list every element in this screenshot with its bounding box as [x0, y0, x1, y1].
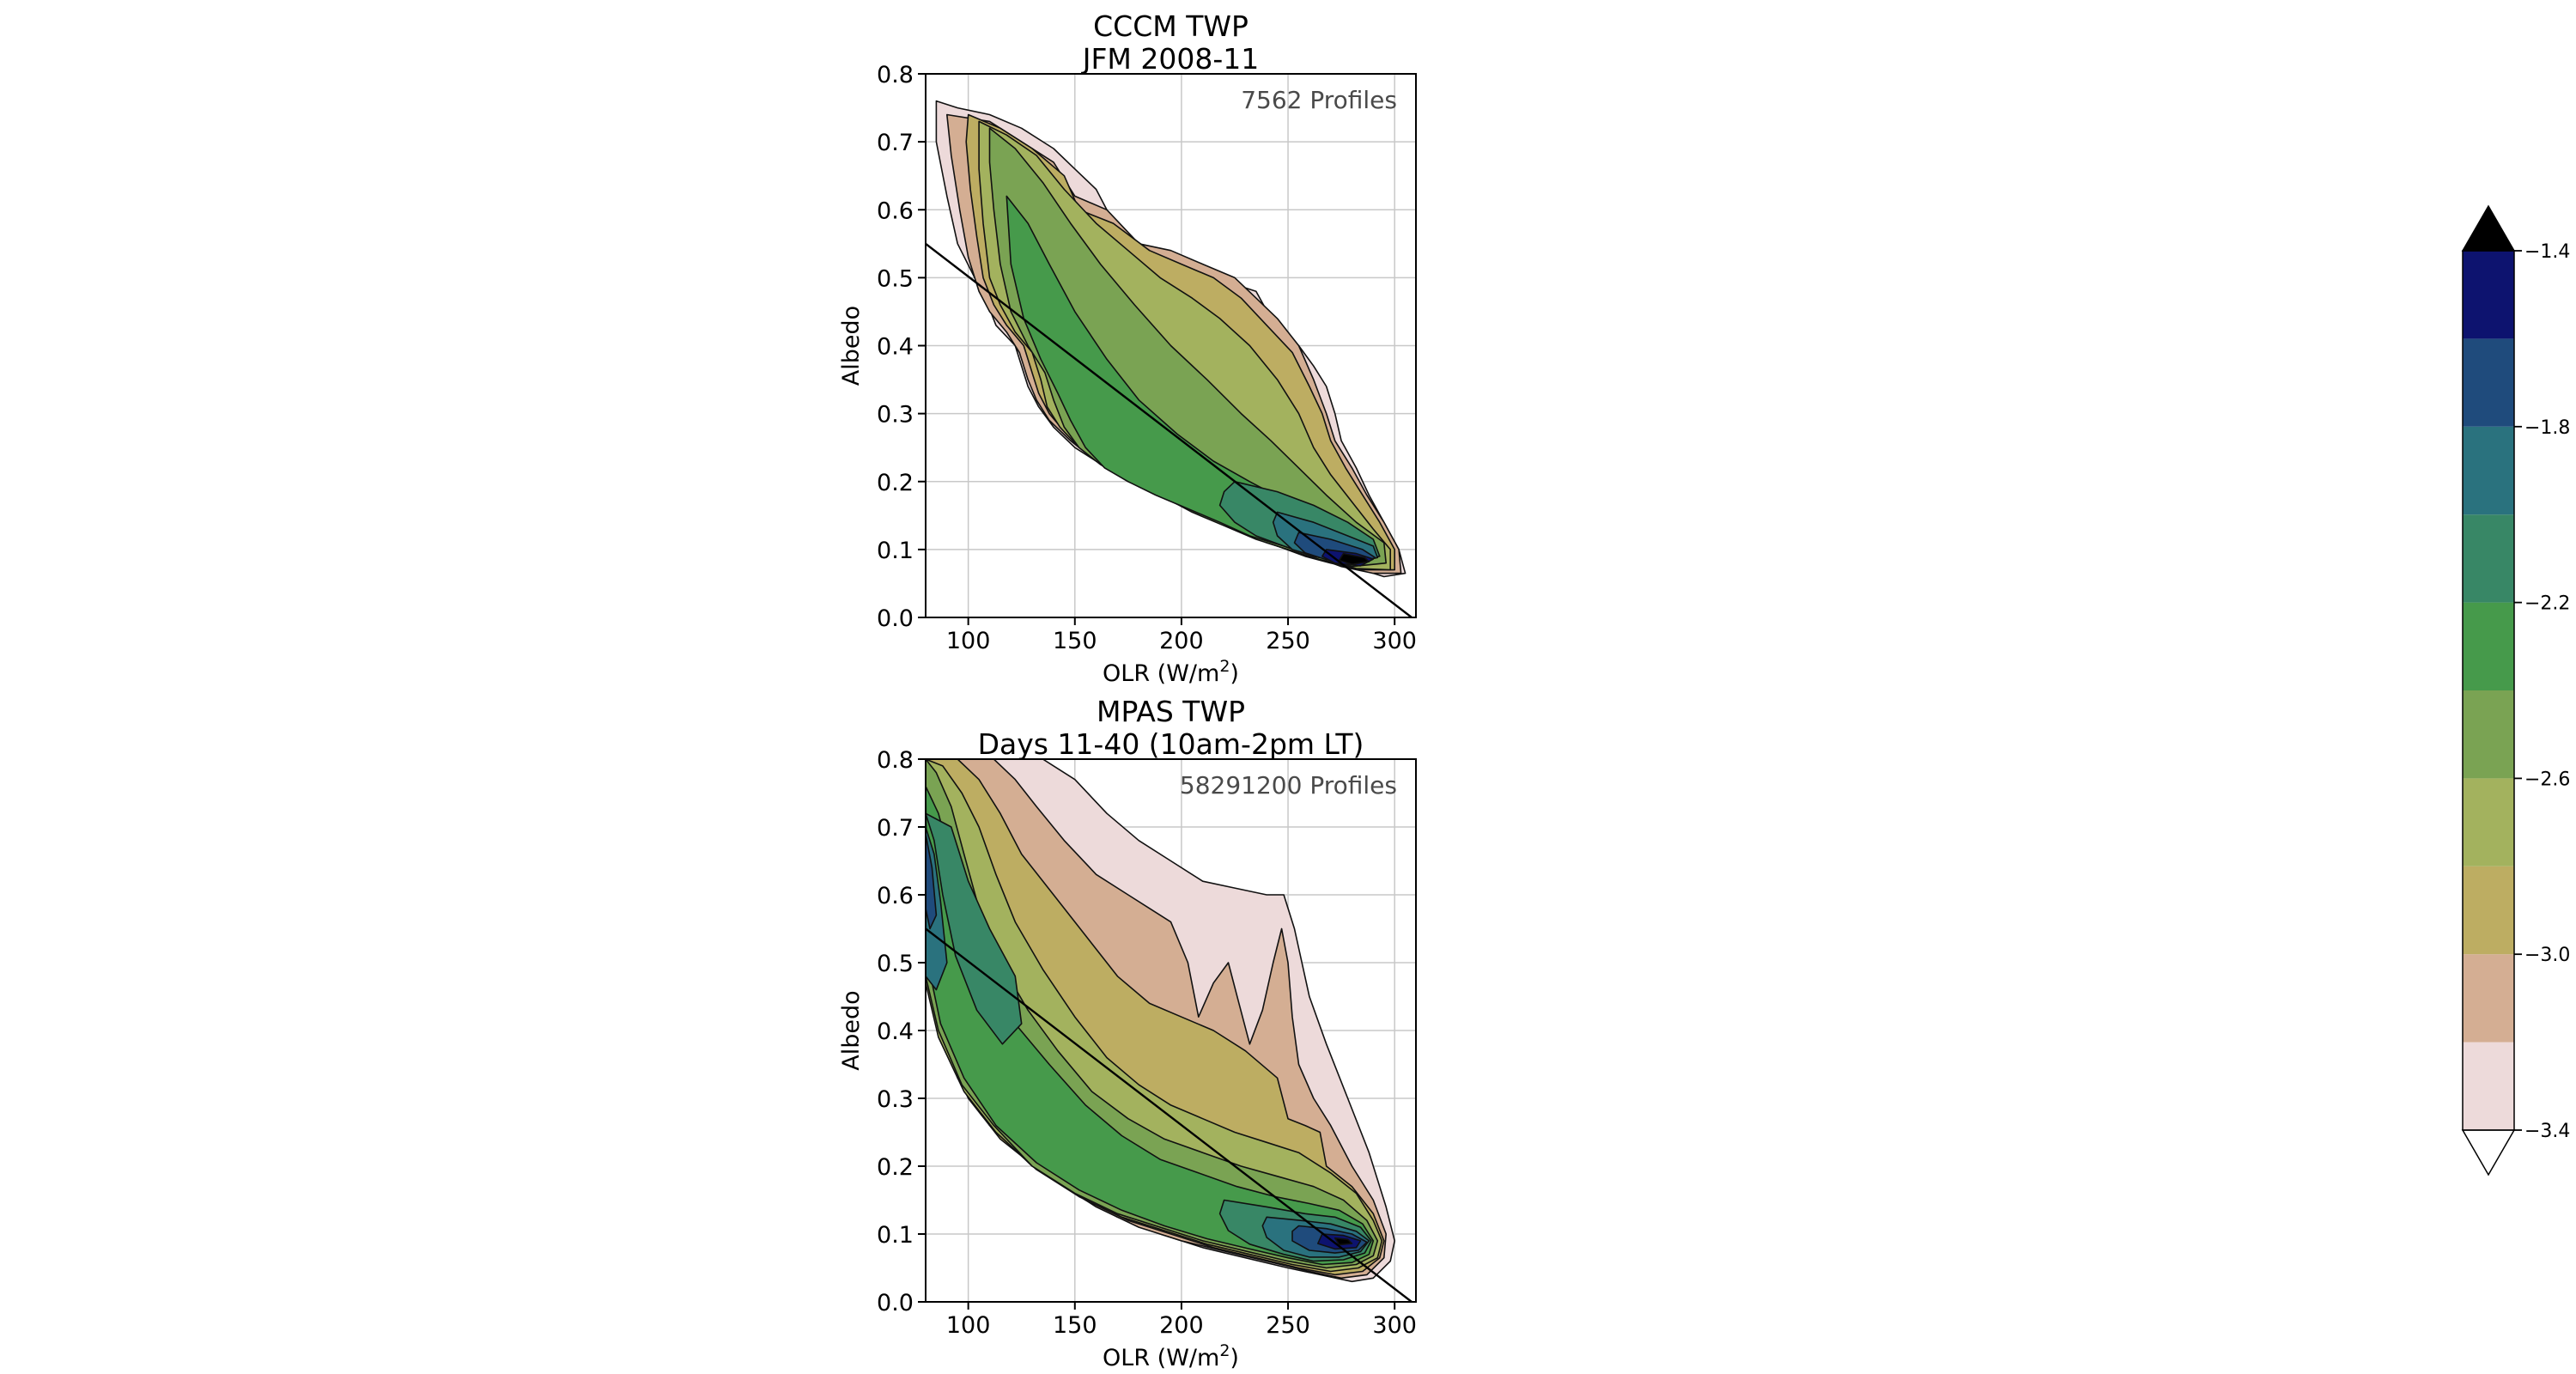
x-tick-label: 200 [1159, 1312, 1204, 1339]
contour-region [926, 812, 1023, 1045]
y-tick-label: 0.4 [877, 334, 914, 361]
colorbar-tick-label: −2.6 [2524, 769, 2570, 790]
y-tick-label: 0.4 [877, 1018, 914, 1045]
x-axis-label-main: OLR (W/m [1103, 660, 1219, 687]
y-tick-label: 0.0 [877, 1290, 914, 1316]
x-tick-label: 250 [1266, 1312, 1310, 1339]
x-axis-label: OLR (W/m2) [1103, 1341, 1239, 1371]
contour-fills [935, 100, 1406, 578]
contour-region [926, 833, 938, 930]
fit-line [926, 242, 1413, 617]
x-tick-label: 300 [1372, 1312, 1417, 1339]
cccm-panel: 100 150 200 250 300 0.0 0.1 0.2 0.3 0.4 0.5 0.6 0.7 0… [838, 9, 1417, 687]
profile-count: 7562 Profiles [1241, 86, 1397, 114]
chart-subtitle: JFM 2008-11 [1081, 42, 1260, 76]
contour-region [988, 127, 1387, 568]
colorbar-segment [2463, 778, 2514, 866]
y-tick-label: 0.5 [877, 951, 914, 977]
y-tick-label: 0.8 [877, 62, 914, 88]
colorbar-segment [2463, 514, 2514, 603]
colorbar-segment [2463, 426, 2514, 515]
colorbar-segment [2463, 602, 2514, 690]
x-tick-label: 250 [1266, 628, 1310, 654]
contour-region [1334, 1237, 1353, 1246]
y-axis-label: Albedo [838, 306, 865, 386]
y-tick-label: 0.2 [877, 470, 914, 496]
x-axis-label: OLR (W/m2) [1103, 657, 1239, 687]
fit-line [926, 927, 1413, 1302]
x-axis-label-end: ) [1230, 1345, 1239, 1371]
contour-fills [926, 759, 1395, 1283]
x-tick-label: 200 [1159, 628, 1204, 654]
chart-title: MPAS TWP [1097, 695, 1245, 728]
chart-subtitle: Days 11-40 (10am-2pm LT) [978, 727, 1364, 761]
x-axis-label-sup: 2 [1219, 1341, 1230, 1360]
contour-region [1338, 552, 1370, 566]
y-tick-label: 0.0 [877, 605, 914, 632]
y-tick-label: 0.7 [877, 815, 914, 842]
y-tick-label: 0.8 [877, 747, 914, 774]
x-tick-label: 100 [946, 628, 991, 654]
y-tick-label: 0.6 [877, 198, 914, 224]
colorbar-tick-label: −1.8 [2524, 417, 2570, 439]
x-tick-label: 150 [1053, 1312, 1097, 1339]
colorbar-tick-label: −3.4 [2524, 1121, 2570, 1142]
y-tick-label: 0.3 [877, 402, 914, 429]
colorbar-extend-min [2461, 1129, 2516, 1176]
y-tick-label: 0.5 [877, 265, 914, 292]
x-axis-label-sup: 2 [1219, 657, 1230, 676]
y-tick-label: 0.1 [877, 538, 914, 564]
profile-count: 58291200 Profiles [1180, 771, 1397, 799]
chart-title: CCCM TWP [1093, 9, 1249, 43]
colorbar-segment [2463, 866, 2514, 955]
x-axis-label-main: OLR (W/m [1103, 1345, 1219, 1371]
mpas-panel: 100 150 200 250 300 0.0 0.1 0.2 0.3 0.4 0.5 0.6 0.7 0… [838, 695, 1417, 1371]
y-tick-label: 0.7 [877, 130, 914, 156]
contour-region [926, 785, 1375, 1266]
y-tick-label: 0.6 [877, 883, 914, 909]
colorbar-tick-label: −1.4 [2524, 241, 2570, 263]
y-tick-label: 0.2 [877, 1154, 914, 1181]
x-tick-label: 100 [946, 1312, 991, 1339]
colorbar-frame [2462, 250, 2515, 1131]
y-tick-label: 0.3 [877, 1086, 914, 1113]
colorbar-tick-label: −3.0 [2524, 945, 2570, 966]
colorbar-segment [2463, 251, 2514, 339]
x-tick-label: 150 [1053, 628, 1097, 654]
colorbar-segment [2463, 954, 2514, 1043]
colorbar-segment [2463, 338, 2514, 427]
y-tick-label: 0.1 [877, 1222, 914, 1249]
ticks: 100 150 200 250 300 0.0 0.1 0.2 0.3 0.4 0.5 0.6 0.7 0… [877, 62, 1417, 654]
colorbar-segment [2463, 690, 2514, 779]
colorbar-segment [2463, 1042, 2514, 1130]
colorbar: −1.4 −1.8 −2.2 −2.6 −3.0 −3.4 [2461, 204, 2570, 1176]
x-axis-label-end: ) [1230, 660, 1239, 687]
y-axis-label: Albedo [838, 990, 865, 1070]
x-tick-label: 300 [1372, 628, 1417, 654]
colorbar-extend-max [2461, 204, 2516, 252]
colorbar-tick-label: −2.2 [2524, 593, 2570, 615]
ticks: 100 150 200 250 300 0.0 0.1 0.2 0.3 0.4 0.5 0.6 0.7 0… [877, 747, 1417, 1339]
